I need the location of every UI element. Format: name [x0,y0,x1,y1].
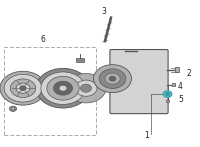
Circle shape [11,108,15,110]
Circle shape [36,68,90,108]
Bar [174,67,179,72]
Text: 5: 5 [179,95,183,105]
Text: 1: 1 [145,131,149,140]
Circle shape [109,76,116,81]
Circle shape [41,72,85,105]
Circle shape [10,79,36,97]
Text: 3: 3 [102,7,106,16]
Circle shape [105,73,120,84]
Circle shape [93,65,132,93]
Circle shape [40,82,58,95]
Circle shape [59,85,67,91]
Bar [166,100,169,102]
Circle shape [165,92,170,96]
Circle shape [16,83,30,93]
Circle shape [20,86,26,91]
Circle shape [66,74,106,103]
Bar [4,47,96,135]
FancyBboxPatch shape [110,50,168,114]
Circle shape [47,76,79,100]
Text: 4: 4 [178,82,182,91]
Bar [76,58,84,62]
Circle shape [99,69,126,88]
Text: 6: 6 [41,35,45,44]
Circle shape [54,81,72,95]
Circle shape [9,106,17,111]
Circle shape [4,74,42,102]
Circle shape [80,84,92,92]
Circle shape [0,71,46,105]
Circle shape [75,80,97,96]
Text: 2: 2 [187,69,191,78]
Bar [172,83,175,86]
Circle shape [43,84,55,92]
Circle shape [163,91,172,97]
